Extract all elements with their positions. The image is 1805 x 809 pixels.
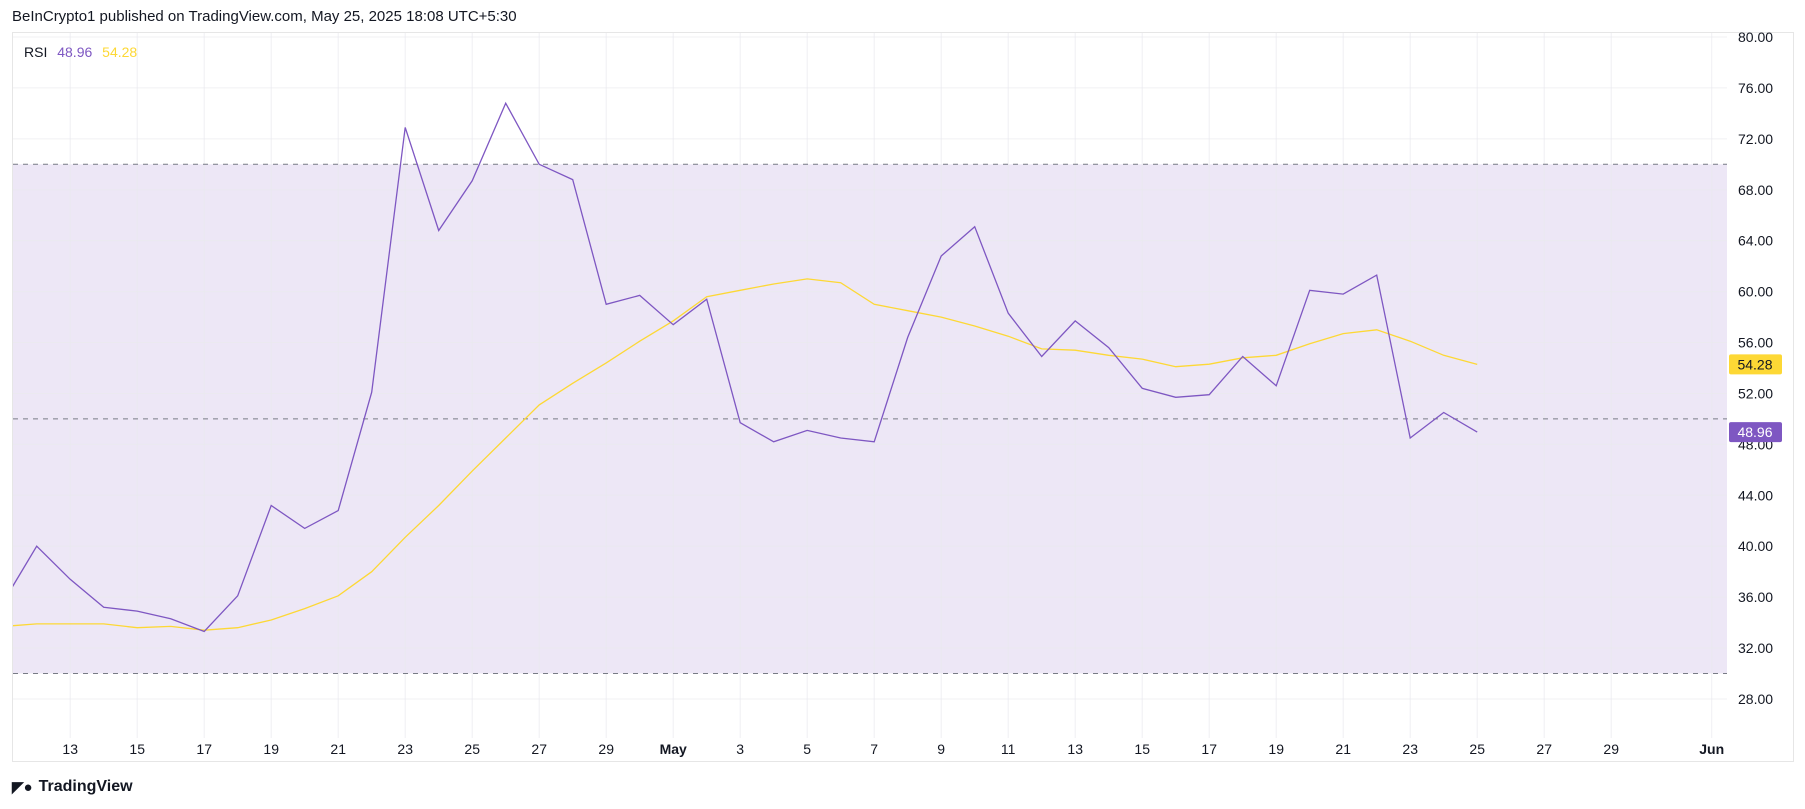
legend-rsi-value: 48.96 xyxy=(57,44,93,60)
x-tick-label: 29 xyxy=(598,741,614,757)
last-value-label-ma: 54.28 xyxy=(1737,356,1772,372)
x-tick-label: 13 xyxy=(62,741,78,757)
x-tick-label: 19 xyxy=(1268,741,1284,757)
x-tick-label: 27 xyxy=(531,741,547,757)
x-tick-label: 9 xyxy=(937,741,945,757)
x-tick-label: May xyxy=(660,741,687,757)
ma-line xyxy=(13,278,1478,631)
x-tick-label: 19 xyxy=(263,741,279,757)
x-tick-label: 17 xyxy=(196,741,212,757)
last-value-label-rsi: 48.96 xyxy=(1737,424,1772,440)
rsi-line xyxy=(13,101,1478,633)
last-value-badge-rsi xyxy=(1729,422,1782,443)
y-tick-label: 76.00 xyxy=(1738,80,1773,96)
x-tick-label: 25 xyxy=(1469,741,1485,757)
x-tick-label: 13 xyxy=(1067,741,1083,757)
y-tick-label: 32.00 xyxy=(1738,640,1773,656)
x-tick-label: 27 xyxy=(1536,741,1552,757)
legend-ma-value: 54.28 xyxy=(102,44,138,60)
x-tick-label: 7 xyxy=(870,741,878,757)
y-tick-label: 80.00 xyxy=(1738,29,1773,45)
chart-frame xyxy=(12,32,1794,762)
x-tick-label: 17 xyxy=(1201,741,1217,757)
x-tick-label: 11 xyxy=(1001,741,1016,757)
y-tick-label: 64.00 xyxy=(1738,233,1773,249)
x-tick-label: Jun xyxy=(1699,741,1724,757)
footer-brand: TradingView xyxy=(38,778,133,795)
rsi-band xyxy=(13,164,1727,674)
legend-name: RSI xyxy=(24,44,48,60)
y-tick-label: 52.00 xyxy=(1738,385,1773,401)
y-tick-label: 60.00 xyxy=(1738,284,1773,300)
x-tick-label: 15 xyxy=(1134,741,1150,757)
y-tick-label: 44.00 xyxy=(1738,487,1773,503)
publish-header: BeInCrypto1 published on TradingView.com… xyxy=(12,8,517,25)
x-tick-label: 15 xyxy=(129,741,145,757)
tradingview-icon: ◤● xyxy=(12,779,33,796)
y-tick-label: 28.00 xyxy=(1738,691,1773,707)
y-tick-label: 36.00 xyxy=(1738,589,1773,605)
x-tick-label: 23 xyxy=(397,741,413,757)
y-tick-label: 56.00 xyxy=(1738,335,1773,351)
y-tick-label: 40.00 xyxy=(1738,538,1773,554)
x-tick-label: 21 xyxy=(330,741,346,757)
x-tick-label: 21 xyxy=(1335,741,1351,757)
x-tick-label: 25 xyxy=(464,741,480,757)
x-tick-label: 29 xyxy=(1603,741,1619,757)
indicator-legend[interactable]: RSI 48.96 54.28 xyxy=(24,44,143,60)
tradingview-logo[interactable]: ◤● TradingView xyxy=(12,778,133,796)
y-tick-label: 68.00 xyxy=(1738,182,1773,198)
x-tick-label: 5 xyxy=(803,741,811,757)
x-tick-label: 3 xyxy=(736,741,744,757)
last-value-badge-ma xyxy=(1729,354,1782,375)
x-tick-label: 23 xyxy=(1402,741,1418,757)
y-tick-label: 72.00 xyxy=(1738,131,1773,147)
